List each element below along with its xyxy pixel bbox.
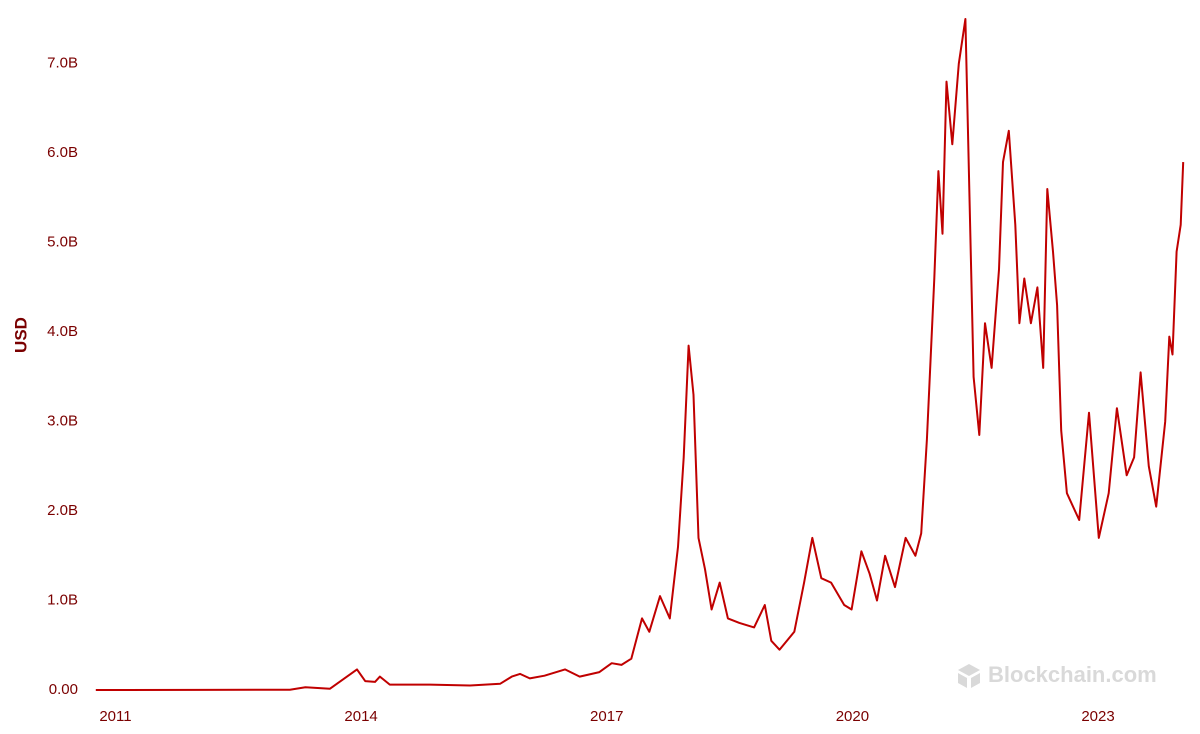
y-tick-label: 6.0B [47, 144, 78, 161]
x-tick-label: 2011 [99, 708, 131, 725]
x-tick-label: 2023 [1081, 708, 1114, 725]
x-tick-label: 2014 [344, 708, 377, 725]
y-axis-label: USD [11, 317, 30, 353]
data-line [95, 18, 1185, 691]
x-tick-label: 2020 [836, 708, 869, 725]
y-tick-label: 7.0B [47, 55, 78, 72]
y-tick-label: 0.00 [49, 681, 78, 698]
y-tick-label: 1.0B [47, 592, 78, 609]
y-tick-label: 4.0B [47, 323, 78, 340]
y-tick-label: 5.0B [47, 234, 78, 251]
watermark: Blockchain.com [988, 662, 1157, 687]
y-tick-label: 3.0B [47, 413, 78, 430]
y-tick-label: 2.0B [47, 502, 78, 519]
watermark-icon [958, 664, 980, 688]
x-tick-label: 2017 [590, 708, 623, 725]
